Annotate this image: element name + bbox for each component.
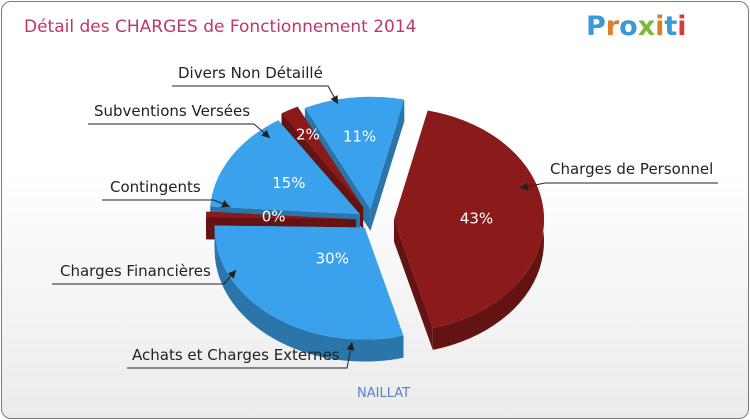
pct-label-0: 43%	[460, 210, 493, 228]
logo-letter: x	[638, 11, 655, 42]
leader-line-0	[519, 182, 718, 189]
proxiti-logo: Proxiti	[586, 11, 687, 42]
category-label-5: Divers Non Détaillé	[178, 64, 323, 82]
leader-arrow-4	[261, 129, 270, 138]
leader-line-4	[88, 123, 271, 139]
leader-arrow-0	[520, 182, 529, 191]
slice-top	[281, 106, 364, 208]
pie-group	[206, 96, 544, 362]
category-label-3: Contingents	[110, 178, 201, 196]
pct-label-4: 2%	[296, 125, 320, 143]
leader-line-1	[127, 341, 353, 369]
pct-label-1: 30%	[316, 249, 349, 267]
pct-label-5: 11%	[343, 128, 376, 146]
slice-wall	[370, 99, 405, 231]
leader-arrow-1	[346, 342, 355, 351]
category-label-2: Charges Financières	[60, 262, 211, 280]
slice-top	[214, 225, 404, 340]
slice-top	[206, 211, 357, 220]
leader-arrow-2	[227, 270, 236, 279]
leader-arrow-5	[330, 95, 338, 104]
slice-rim	[214, 225, 404, 362]
logo-letter: t	[664, 11, 677, 42]
slice-top	[210, 120, 360, 215]
slice-1	[214, 225, 404, 362]
slice-top	[393, 110, 544, 328]
commune-caption: NAILLAT	[357, 386, 410, 401]
logo-letter: i	[655, 11, 664, 42]
slice-wall	[393, 219, 433, 350]
logo-letter: r	[606, 11, 620, 42]
category-label-1: Achats et Charges Externes	[132, 346, 340, 364]
chart-title: Détail des CHARGES de Fonctionnement 201…	[24, 17, 416, 37]
pct-label-3: 15%	[272, 174, 305, 192]
slice-labels: 43% 30% 0% 15% 2% 11% Charges de Personnel Acha…	[52, 64, 718, 369]
pct-label-2: 0%	[262, 208, 286, 226]
logo-letter: i	[677, 11, 686, 42]
category-label-0: Charges de Personnel	[550, 160, 713, 178]
logo-letter: o	[619, 11, 638, 42]
leader-arrow-3	[221, 200, 230, 208]
logo-letter: P	[586, 11, 606, 42]
slice-0	[393, 110, 544, 350]
category-label-4: Subventions Versées	[94, 102, 250, 120]
slice-top	[304, 96, 405, 209]
